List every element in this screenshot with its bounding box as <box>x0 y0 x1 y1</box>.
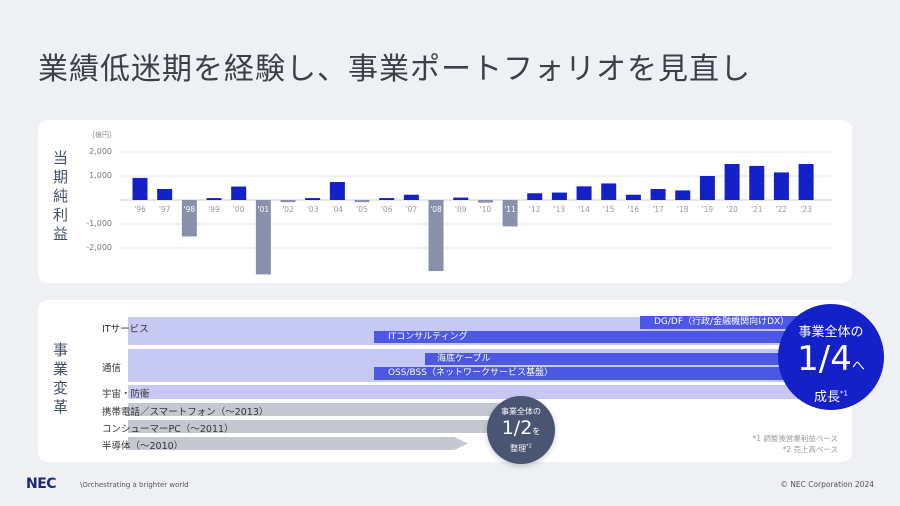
bar-'08 <box>428 200 444 272</box>
bar-'16 <box>625 194 641 200</box>
x-tick-label: '98 <box>183 205 196 214</box>
mobile-label: 携帯電話／スマートフォン（〜2013） <box>102 407 269 418</box>
bar-'22 <box>773 172 789 200</box>
growth-circle: 事業全体の 1/4へ 成長*1 <box>778 304 884 410</box>
bar-'96 <box>132 177 148 200</box>
telecom-label: 通信 <box>102 363 122 374</box>
x-tick-label: '21 <box>750 205 763 214</box>
bar-'21 <box>749 165 765 200</box>
pc-label: コンシューマーPC（〜2011） <box>102 424 234 435</box>
y-tick-label: 2,000 <box>89 147 112 156</box>
band-space <box>128 385 852 399</box>
bar-'20 <box>724 164 740 200</box>
bar-'17 <box>650 188 666 200</box>
x-tick-label: '07 <box>405 205 418 214</box>
bar-chart <box>120 151 832 275</box>
band-semiconductor <box>128 437 468 450</box>
y-tick-label: -2,000 <box>86 243 112 252</box>
transform-label: 事業変革 <box>51 342 69 418</box>
bar-'10 <box>477 200 493 203</box>
bar-'06 <box>379 198 395 200</box>
bar-'99 <box>206 198 222 200</box>
x-tick-label: '23 <box>800 205 812 214</box>
bar-'05 <box>354 200 370 203</box>
reorg-note: *2 <box>526 443 532 450</box>
bar-'97 <box>157 188 173 200</box>
nec-logo: NEC <box>26 476 57 492</box>
x-tick-label: '99 <box>208 205 220 214</box>
it-consulting-bar: ITコンサルティング <box>374 331 804 343</box>
x-tick-label: '00 <box>232 205 245 214</box>
bar-'23 <box>798 164 814 200</box>
bar-'18 <box>675 190 691 200</box>
transformation-card: 事業変革 ITサービス DG/DF（行政/金融機関向けDX） ITコンサルティン… <box>38 300 852 462</box>
x-tick-label: '03 <box>306 205 319 214</box>
bar-'98 <box>181 200 197 237</box>
bar-'14 <box>576 186 592 200</box>
x-tick-label: '19 <box>701 205 714 214</box>
bar-'13 <box>551 192 567 200</box>
chart-ylabel: 当期純利益 <box>51 150 69 245</box>
bar-'04 <box>329 182 345 200</box>
footnote-1: *1 調整後営業利益ベース <box>752 434 838 443</box>
x-tick-label: '13 <box>553 205 566 214</box>
growth-suffix: へ <box>851 359 865 374</box>
ossbss-bar: OSS/BSS（ネットワークサービス基盤） <box>374 367 804 380</box>
submarine-bar: 海底ケーブル <box>425 353 805 365</box>
x-tick-label: '08 <box>430 205 442 214</box>
x-tick-label: '18 <box>676 205 689 214</box>
y-tick-label: 1,000 <box>89 171 112 180</box>
footnote-2: *2 売上高ベース <box>782 445 838 454</box>
bar-'12 <box>527 193 543 200</box>
x-tick-label: '14 <box>578 205 590 214</box>
page-title: 業績低迷期を経験し、事業ポートフォリオを見直し <box>38 52 751 87</box>
bar-'02 <box>280 200 296 203</box>
bar-'15 <box>601 183 617 200</box>
x-tick-label: '01 <box>257 205 270 214</box>
reorg-suffix: を <box>532 427 541 436</box>
growth-bottom: 成長 <box>814 390 841 405</box>
y-tick-label: -1,000 <box>86 219 112 228</box>
copyright: © NEC Corporation 2024 <box>780 480 874 489</box>
bar-'11 <box>502 200 518 227</box>
bar-'01 <box>255 200 271 275</box>
bar-'03 <box>305 198 321 200</box>
growth-fraction: 1/4 <box>797 339 852 379</box>
tagline: \Orchestrating a brighter world <box>80 481 189 489</box>
reorg-circle: 事業全体の 1/2を 整理*2 <box>487 396 555 464</box>
x-tick-label: '22 <box>775 205 788 214</box>
x-tick-label: '20 <box>726 205 738 214</box>
reorg-fraction: 1/2 <box>501 417 533 439</box>
it-services-label: ITサービス <box>102 324 149 335</box>
dgdf-bar: DG/DF（行政/金融機関向けDX） <box>640 316 800 329</box>
x-tick-label: '16 <box>627 205 640 214</box>
bar-'07 <box>403 194 419 200</box>
x-tick-label: '11 <box>504 205 516 214</box>
x-tick-label: '05 <box>356 205 368 214</box>
x-tick-label: '10 <box>479 205 492 214</box>
reorg-bottom: 整理 <box>510 444 527 453</box>
x-tick-label: '04 <box>331 205 344 214</box>
x-tick-label: '96 <box>134 205 146 214</box>
growth-top: 事業全体の <box>798 325 864 340</box>
x-tick-label: '09 <box>454 205 467 214</box>
x-tick-label: '15 <box>602 205 615 214</box>
reorg-top: 事業全体の <box>501 407 541 416</box>
space-label: 宇宙・防衛 <box>102 389 150 400</box>
chart-unit: ［億円］ <box>88 131 116 139</box>
bar-'00 <box>231 186 247 200</box>
x-tick-label: '06 <box>380 205 393 214</box>
band-mobile <box>128 403 508 416</box>
x-tick-label: '02 <box>282 205 294 214</box>
x-tick-label: '97 <box>158 205 171 214</box>
x-tick-label: '17 <box>652 205 664 214</box>
bar-'19 <box>699 176 715 200</box>
growth-note: *1 <box>840 389 848 398</box>
bar-'09 <box>453 197 469 200</box>
profit-chart-card: 当期純利益 ［億円］ 2,000 1,000 -1,000 -2,000 '96 '97 '… <box>38 120 852 283</box>
semi-label: 半導体（〜2010） <box>102 441 184 452</box>
x-tick-label: '12 <box>528 205 541 214</box>
band-pc <box>128 420 508 433</box>
